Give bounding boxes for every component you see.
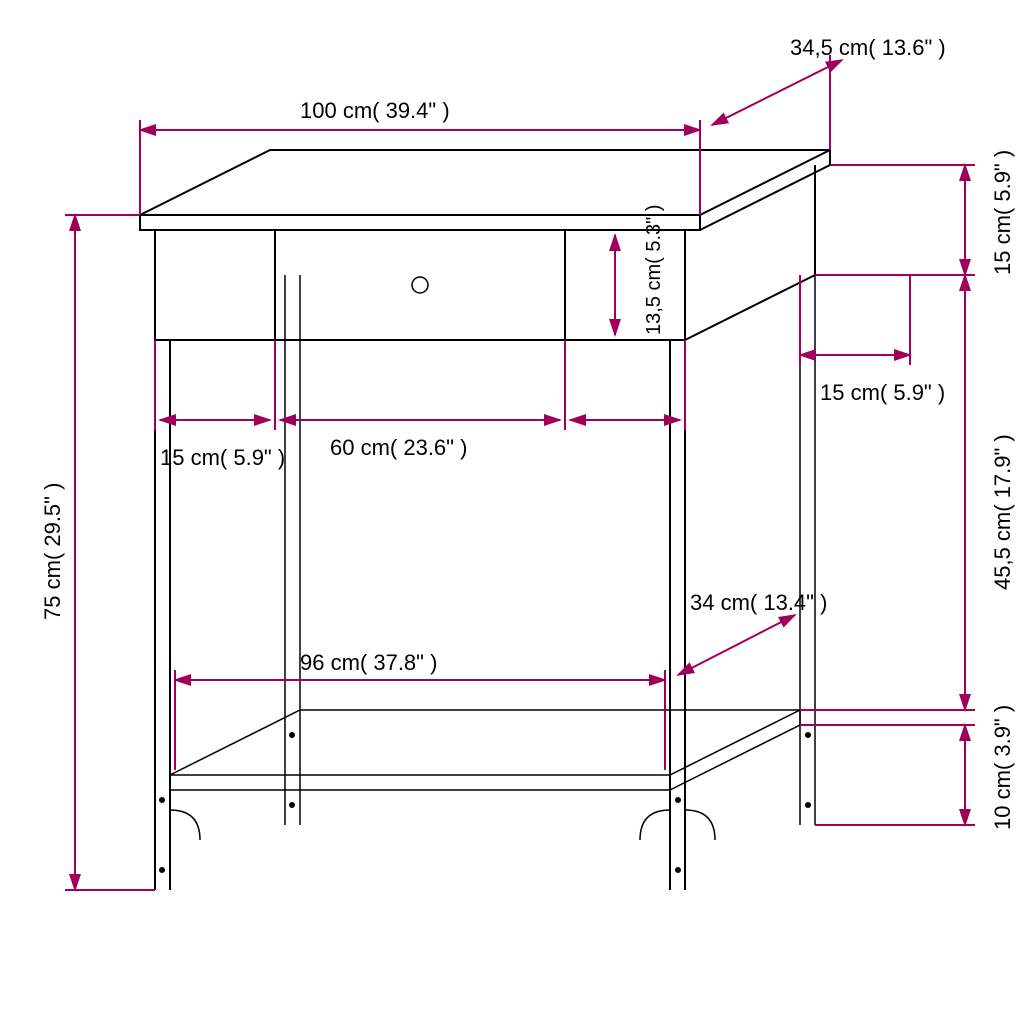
label-shelf-d: 34 cm( 13.4" ) [690, 590, 827, 615]
label-shelf-w: 96 cm( 37.8" ) [300, 650, 437, 675]
label-foot-h: 10 cm( 3.9" ) [990, 705, 1015, 830]
label-height-total: 75 cm( 29.5" ) [40, 483, 65, 620]
label-upper-h: 15 cm( 5.9" ) [990, 150, 1015, 275]
label-drawer-h: 13,5 cm( 5.3" ) [643, 205, 665, 335]
label-depth-top: 34,5 cm( 13.6" ) [790, 35, 946, 60]
label-left-cubby: 15 cm( 5.9" ) [160, 445, 285, 470]
label-right-cubby: 15 cm( 5.9" ) [820, 380, 945, 405]
dimension-lines [65, 55, 975, 890]
label-width-top: 100 cm( 39.4" ) [300, 98, 450, 123]
label-middle-h: 45,5 cm( 17.9" ) [990, 434, 1015, 590]
label-drawer-w: 60 cm( 23.6" ) [330, 435, 467, 460]
furniture-outline [125, 150, 830, 890]
